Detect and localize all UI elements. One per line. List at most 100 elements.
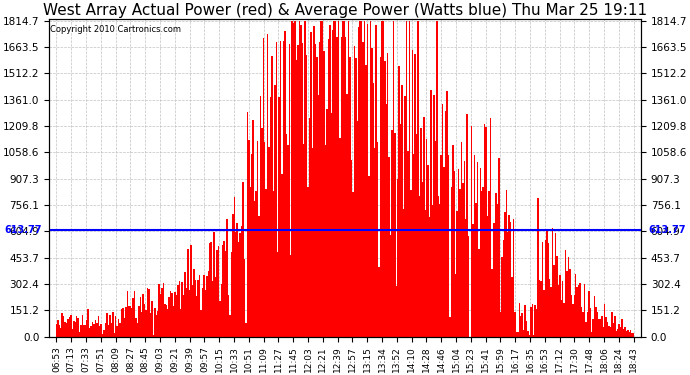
Bar (339, 138, 341, 337)
Bar (254, 201, 255, 337)
Bar (199, 275, 200, 337)
Bar (413, 154, 415, 337)
Bar (449, 317, 451, 337)
Bar (302, 43, 303, 337)
Bar (200, 310, 201, 337)
Bar (325, 145, 326, 337)
Bar (163, 283, 164, 337)
Bar (92, 322, 93, 337)
Bar (387, 53, 388, 337)
Bar (530, 307, 532, 337)
Bar (394, 133, 395, 337)
Bar (613, 323, 614, 337)
Bar (502, 240, 504, 337)
Bar (472, 224, 474, 337)
Bar (117, 326, 118, 337)
Bar (277, 252, 279, 337)
Bar (618, 324, 620, 337)
Bar (446, 91, 448, 337)
Bar (328, 39, 329, 337)
Bar (97, 316, 99, 337)
Bar (253, 120, 254, 337)
Bar (377, 142, 378, 337)
Bar (139, 297, 141, 337)
Bar (239, 233, 241, 337)
Bar (299, 21, 300, 337)
Bar (102, 333, 103, 337)
Bar (452, 145, 453, 337)
Bar (76, 316, 77, 337)
Bar (213, 231, 215, 337)
Bar (80, 324, 81, 337)
Bar (95, 320, 96, 337)
Bar (224, 242, 225, 337)
Bar (585, 322, 586, 337)
Bar (83, 325, 85, 337)
Bar (245, 322, 246, 337)
Bar (486, 216, 489, 337)
Bar (407, 151, 408, 337)
Bar (160, 294, 161, 337)
Bar (506, 189, 507, 337)
Bar (151, 302, 152, 337)
Bar (402, 85, 403, 337)
Bar (629, 333, 630, 337)
Bar (627, 330, 629, 337)
Bar (515, 332, 518, 337)
Bar (575, 274, 576, 337)
Bar (611, 312, 613, 337)
Bar (81, 315, 83, 337)
Bar (493, 223, 494, 337)
Bar (571, 295, 572, 337)
Bar (423, 117, 424, 337)
Bar (456, 211, 458, 337)
Bar (280, 41, 282, 337)
Bar (332, 30, 333, 337)
Bar (615, 332, 617, 337)
Bar (187, 249, 189, 337)
Bar (607, 322, 609, 337)
Bar (591, 333, 593, 337)
Bar (109, 315, 110, 337)
Bar (465, 219, 466, 337)
Bar (527, 331, 529, 337)
Bar (307, 187, 309, 337)
Bar (144, 304, 146, 337)
Bar (373, 83, 374, 337)
Bar (225, 251, 226, 337)
Bar (538, 198, 539, 337)
Bar (154, 309, 155, 337)
Bar (513, 219, 514, 337)
Bar (382, 21, 384, 337)
Bar (205, 290, 206, 337)
Bar (436, 21, 437, 337)
Bar (246, 112, 248, 337)
Bar (122, 308, 124, 337)
Bar (251, 154, 253, 337)
Bar (519, 303, 520, 337)
Bar (248, 140, 250, 337)
Bar (478, 249, 480, 337)
Bar (556, 256, 558, 337)
Bar (417, 21, 419, 337)
Bar (468, 236, 469, 337)
Bar (633, 333, 634, 337)
Bar (186, 288, 188, 337)
Bar (604, 304, 605, 337)
Bar (85, 326, 86, 337)
Bar (195, 280, 196, 337)
Bar (146, 309, 147, 337)
Bar (517, 332, 519, 337)
Bar (455, 274, 456, 337)
Bar (138, 306, 139, 337)
Bar (181, 282, 183, 337)
Bar (388, 157, 390, 337)
Bar (546, 231, 548, 337)
Bar (584, 284, 585, 337)
Bar (304, 21, 306, 337)
Bar (221, 284, 222, 337)
Bar (128, 306, 130, 337)
Bar (524, 305, 526, 337)
Bar (212, 281, 213, 337)
Bar (531, 304, 533, 337)
